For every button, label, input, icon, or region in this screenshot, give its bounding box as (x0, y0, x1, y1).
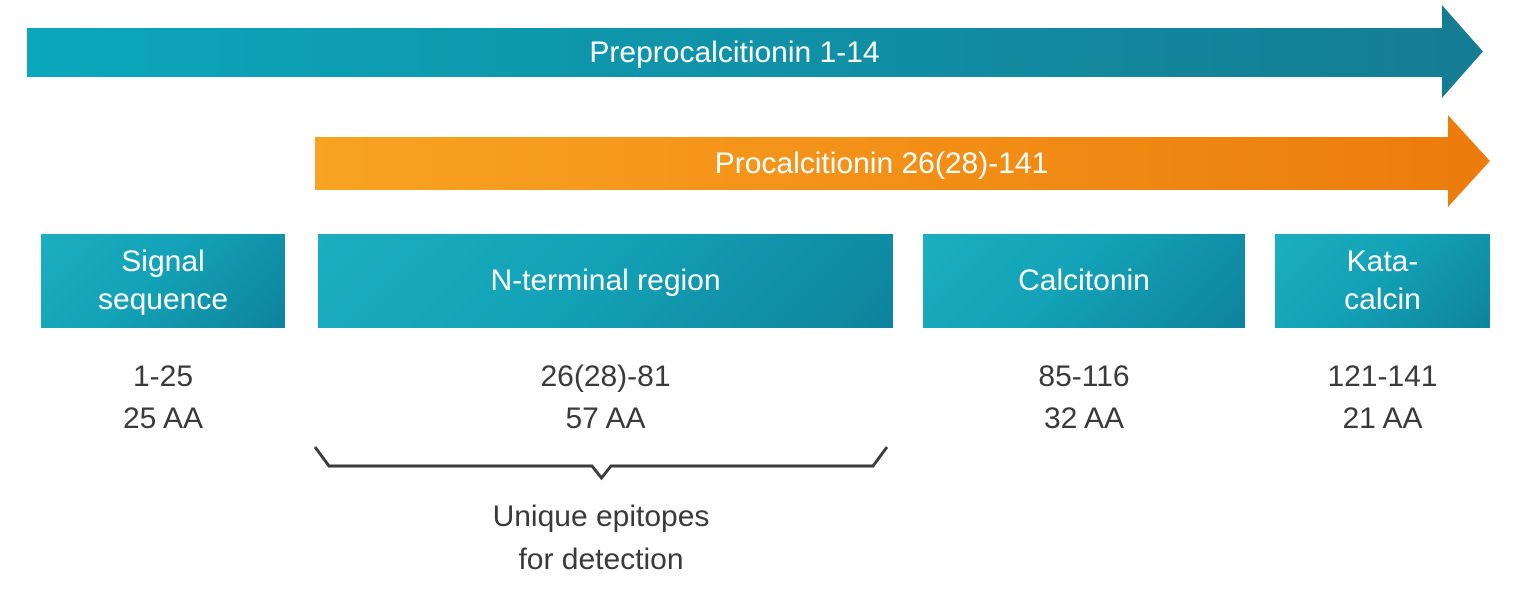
preprocalcitonin-arrow-icon (27, 5, 1483, 98)
underbrace-icon (313, 446, 889, 481)
procalcitonin-arrow-label: Procalcitionin 26(28)-141 (714, 146, 1049, 180)
preprocalcitonin-arrow-label: Preprocalcitionin 1-14 (589, 35, 880, 69)
residue-range: 121-141 (1327, 360, 1438, 393)
region-range-n-terminal: 26(28)-81 57 AA (318, 356, 893, 440)
residue-range: 26(28)-81 (540, 360, 671, 393)
region-box-label-line: Signal (121, 245, 205, 278)
caption-line: for detection (518, 543, 684, 576)
aa-count: 57 AA (565, 402, 646, 435)
residue-range: 85-116 (1038, 360, 1130, 393)
region-box-label-line: sequence (97, 283, 229, 316)
aa-count: 32 AA (1043, 402, 1125, 435)
region-box-calcitonin: Calcitonin (923, 234, 1245, 328)
region-box-label-line: Kata- (1346, 245, 1419, 278)
aa-count: 25 AA (122, 402, 204, 435)
region-box-n-terminal: N-terminal region (318, 234, 893, 328)
aa-count: 21 AA (1342, 402, 1423, 435)
residue-range: 1-25 (132, 360, 194, 393)
region-range-katacalcin: 121-141 21 AA (1275, 356, 1490, 440)
region-box-label-line: N-terminal region (490, 264, 721, 297)
procalcitonin-arrow-icon (315, 115, 1490, 207)
unique-epitopes-caption: Unique epitopes for detection (401, 495, 801, 581)
caption-line: Unique epitopes (492, 500, 710, 533)
region-range-signal-sequence: 1-25 25 AA (41, 356, 285, 440)
region-box-signal-sequence: Signal sequence (41, 234, 285, 328)
region-range-calcitonin: 85-116 32 AA (923, 356, 1245, 440)
region-box-label-line: Calcitonin (1018, 264, 1150, 297)
region-box-katacalcin: Kata- calcin (1275, 234, 1490, 328)
region-box-label-line: calcin (1344, 283, 1421, 316)
